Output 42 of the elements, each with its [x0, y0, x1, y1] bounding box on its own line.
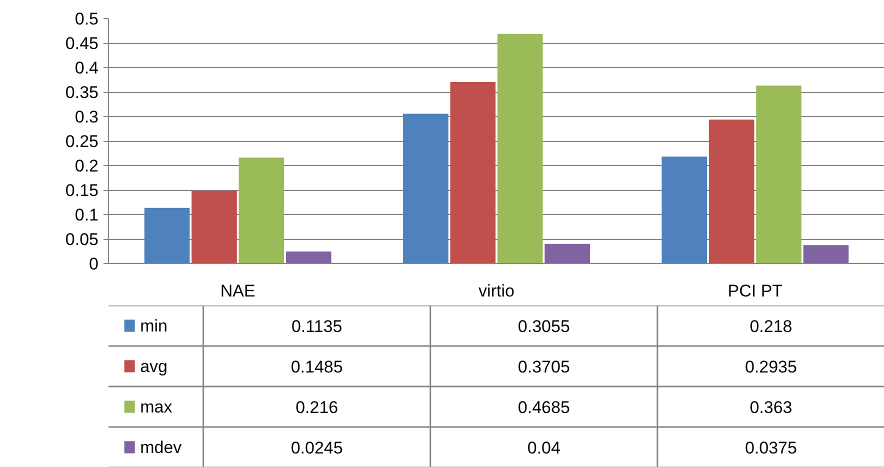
- x-tick-label: NAE: [220, 282, 256, 300]
- bar: [708, 120, 754, 264]
- y-tick-label: 0.15: [65, 181, 99, 200]
- bar: [662, 156, 708, 264]
- legend-label: mdev: [140, 438, 182, 457]
- bar: [450, 82, 496, 264]
- y-tick-label: 0: [89, 254, 99, 274]
- bar: [803, 245, 849, 264]
- data-label: 0.1485: [290, 357, 343, 376]
- data-label: 0.0245: [290, 438, 343, 458]
- y-tick-label: 0.05: [65, 230, 99, 249]
- bar: [144, 208, 190, 264]
- legend-label: min: [140, 316, 168, 336]
- y-tick-label: 0.45: [65, 34, 99, 53]
- y-tick-label: 0.5: [74, 10, 99, 28]
- y-tick-label: 0.1: [74, 206, 99, 224]
- data-label: 0.3705: [518, 357, 570, 376]
- y-tick-label: 0.2: [74, 156, 99, 176]
- bar: [238, 158, 284, 264]
- y-tick-label: 0.4: [74, 58, 99, 78]
- bar: [544, 244, 590, 264]
- bar: [497, 34, 543, 264]
- bar: [756, 86, 802, 264]
- y-tick-label: 0.25: [65, 132, 99, 151]
- data-label: 0.4685: [518, 398, 570, 417]
- legend-label: max: [140, 397, 173, 416]
- x-tick-label: PCI PT: [728, 282, 783, 300]
- y-tick-label: 0.35: [65, 83, 99, 102]
- data-label: 0.2935: [744, 357, 797, 376]
- bar: [192, 190, 237, 264]
- data-label: 0.3055: [518, 316, 570, 336]
- y-tick-label: 0.3: [74, 108, 99, 126]
- bar: [403, 114, 448, 264]
- data-label: 0.363: [750, 398, 792, 417]
- bar: [286, 251, 332, 264]
- data-label: 0.04: [527, 438, 560, 458]
- data-label: 0.216: [296, 398, 338, 417]
- data-label: 0.0375: [744, 438, 797, 458]
- legend-label: avg: [140, 356, 168, 376]
- data-label: 0.218: [750, 316, 792, 336]
- x-tick-label: virtio: [478, 282, 514, 300]
- data-label: 0.1135: [291, 316, 342, 336]
